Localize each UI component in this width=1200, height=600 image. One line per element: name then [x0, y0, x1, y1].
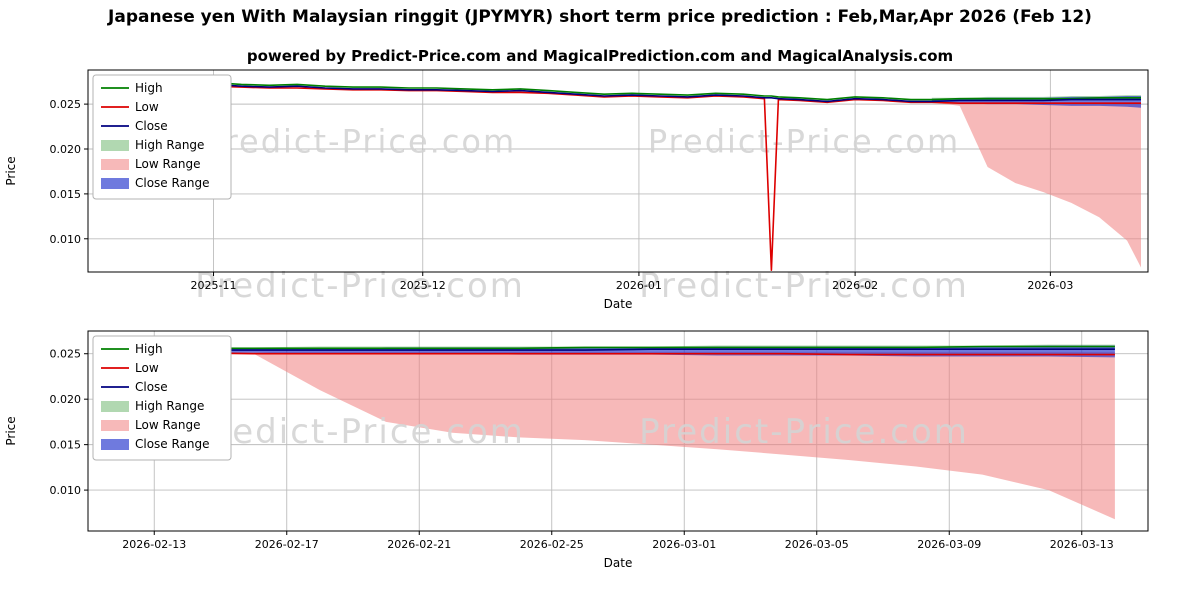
legend-label: High [135, 342, 163, 356]
y-tick-label: 0.025 [50, 348, 82, 361]
legend-swatch-low_range [101, 420, 129, 431]
x-tick-label: 2025-12 [400, 279, 446, 292]
legend-swatch-low_range [101, 159, 129, 170]
legend-swatch-high_range [101, 401, 129, 412]
y-tick-label: 0.015 [50, 188, 82, 201]
x-tick-label: 2026-02-13 [122, 538, 186, 551]
legend-label: Low Range [135, 418, 200, 432]
x-tick-label: 2026-02-25 [520, 538, 584, 551]
x-tick-label: 2026-03-05 [785, 538, 849, 551]
series-line-low [121, 351, 1115, 356]
series-line-high [121, 345, 1115, 350]
legend-label: Close Range [135, 176, 210, 190]
watermark-text: Predict-Price.com [648, 122, 960, 160]
legend-swatch-close_range [101, 439, 129, 450]
prediction-detail-chart: Predict-Price.com Predict-Price.com 0.010 0… [0, 320, 1200, 600]
price-history-and-prediction-chart: Predict-Price.com Predict-Price.com Predic… [0, 62, 1200, 320]
watermark-text: Predict-Price.com [204, 122, 516, 160]
y-tick-label: 0.020 [50, 393, 82, 406]
legend-label: High Range [135, 399, 204, 413]
plot-frame [87, 69, 1149, 273]
legend-swatch-close_range [101, 178, 129, 189]
x-axis-label: Date [604, 297, 633, 311]
chart-title: Japanese yen With Malaysian ringgit (JPY… [108, 7, 1092, 27]
legend-swatch-high_range [101, 140, 129, 151]
chart-subtitle: powered by Predict-Price.com and Magical… [246, 47, 954, 65]
legend-label: Close [135, 119, 168, 133]
x-axis-label: Date [604, 556, 633, 570]
x-tick-label: 2026-01 [616, 279, 662, 292]
x-tick-label: 2026-03-13 [1050, 538, 1114, 551]
x-tick-label: 2026-03-01 [652, 538, 716, 551]
series-line-close [101, 80, 1141, 103]
y-axis-label: Price [4, 416, 18, 445]
x-tick-label: 2026-02-17 [255, 538, 319, 551]
band-low_range [931, 102, 1141, 268]
x-tick-label: 2025-11 [191, 279, 237, 292]
legend-label: Low Range [135, 157, 200, 171]
series-line-high [101, 79, 1141, 101]
series-line-low [101, 81, 1141, 271]
band-low_range [121, 351, 1115, 520]
y-tick-label: 0.025 [50, 98, 82, 111]
y-tick-label: 0.010 [50, 233, 82, 246]
series-line-close [121, 348, 1115, 351]
x-tick-label: 2026-03 [1027, 279, 1073, 292]
y-axis-label: Price [4, 156, 18, 185]
x-tick-label: 2026-02 [832, 279, 878, 292]
chart-svg: Predict-Price.com Predict-Price.comPredic… [4, 69, 1149, 311]
x-tick-label: 2026-02-21 [387, 538, 451, 551]
plot-frame [87, 330, 1149, 532]
legend-label: Close Range [135, 437, 210, 451]
y-tick-label: 0.015 [50, 439, 82, 452]
y-tick-label: 0.020 [50, 143, 82, 156]
legend-label: Low [135, 361, 159, 375]
legend-label: Low [135, 100, 159, 114]
chart-svg: Predict-Price.com Predict-Price.com 0.010 0… [4, 330, 1149, 570]
legend-label: Close [135, 380, 168, 394]
watermark-text: Predict-Price.com [639, 412, 969, 452]
legend-label: High [135, 81, 163, 95]
y-tick-label: 0.010 [50, 484, 82, 497]
legend-label: High Range [135, 138, 204, 152]
x-tick-label: 2026-03-09 [917, 538, 981, 551]
watermark-text: Predict-Price.com [195, 412, 525, 452]
